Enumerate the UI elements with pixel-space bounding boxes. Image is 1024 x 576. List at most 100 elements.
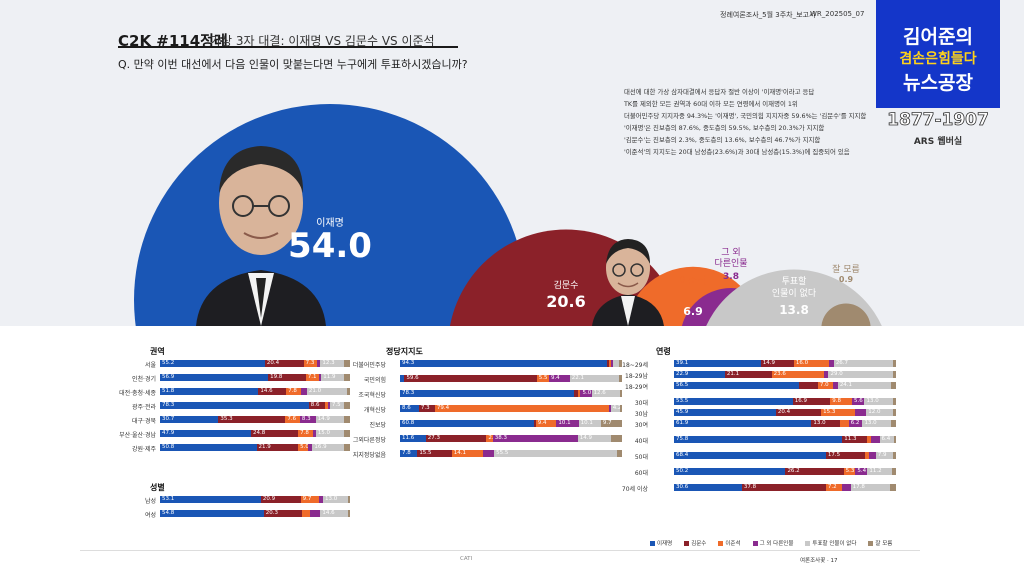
junseok-value: 6.9 [683, 305, 703, 318]
bar-segment [325, 402, 328, 409]
bar-segment: 11.3 [842, 436, 868, 443]
row-label: 70세 이상 [621, 486, 648, 493]
bar-segment: 5.6 [852, 398, 865, 405]
footer-center: CATI [460, 556, 473, 562]
stacked-bar: 75.8 11.3 6.4 [674, 436, 896, 443]
report-name: 정례여론조사_5월 3주차_보고서 [720, 11, 816, 19]
bar-segment: 7.3 [418, 405, 435, 412]
bar-segment: 14.9 [315, 416, 344, 423]
bar-segment [400, 375, 405, 382]
stacked-bar: 56.5 7.0 24.1 [674, 382, 896, 389]
bar-segment [833, 382, 838, 389]
stacked-bar: 61.9 13.0 6.2 13.0 [674, 420, 896, 427]
bar-segment: 26.2 [785, 468, 844, 475]
bar-segment [892, 468, 896, 475]
stacked-bar: 50.8 21.9 5.0 16.9 [160, 444, 350, 451]
bar-segment [319, 496, 323, 503]
bar-segment: 68.4 [674, 452, 826, 459]
bar-segment [300, 388, 307, 395]
bar-segment: 22.1 [569, 375, 619, 382]
row-label: 서울 [144, 362, 156, 369]
bar-segment [890, 484, 896, 491]
brand-line3: 뉴스공장 [903, 72, 973, 94]
bar-segment: 5.0 [580, 390, 592, 397]
bar-segment: 53.1 [160, 496, 261, 503]
bar-segment: 61.9 [674, 420, 812, 427]
row-label: 대전·충청·세종 [119, 390, 156, 397]
bar-segment: 14.1 [451, 450, 484, 457]
row-label: 30여 [634, 422, 648, 429]
bar-segment [824, 371, 829, 378]
none-label: 투표할 인물이 없다 [760, 276, 828, 300]
bar-segment: 26.7 [833, 360, 894, 367]
bar-segment: 60.8 [400, 420, 534, 427]
bar-segment: 24.8 [251, 430, 299, 437]
bar-segment: 38.3 [492, 435, 578, 442]
stacked-bar: 94.3 [400, 360, 622, 367]
gender-title: 성별 [150, 483, 165, 492]
row-label: 여성 [144, 512, 156, 519]
bar-segment [893, 452, 896, 459]
legend-item: 투표할 인물이 없다 [805, 539, 856, 547]
stacked-bar: 55.2 20.4 7.3 12.3 [160, 360, 350, 367]
bar-segment: 13.0 [811, 420, 841, 427]
bar-segment [618, 375, 622, 382]
report-code: WR_202505_07 [810, 10, 865, 18]
bar-segment: 14.6 [320, 510, 348, 517]
age-title: 연령 [656, 347, 671, 356]
lee-value: 54.0 [288, 226, 372, 266]
summary-line: '김문수'는 진보층의 2.3%, 중도층의 13.6%, 보수층의 46.7%… [624, 136, 821, 144]
none-label-line: 투표할 [781, 277, 807, 287]
bar-segment [610, 360, 613, 367]
row-label: 남성 [144, 498, 156, 505]
bar-segment [310, 510, 321, 517]
bar-segment [867, 436, 871, 443]
bar-segment: 75.8 [674, 436, 843, 443]
bar-segment: 37.8 [741, 484, 826, 491]
legend-item: 이준석 [718, 539, 741, 547]
bar-segment: 5.5 [536, 375, 549, 382]
bar-segment: 12.3 [320, 360, 344, 367]
bar-segment: 7.3 [303, 360, 318, 367]
bar-segment [344, 444, 350, 451]
bar-segment: 9.8 [830, 398, 853, 405]
stacked-bar: 30.7 35.3 7.6 8.3 14.9 [160, 416, 350, 423]
summary-line: 더불어민주당 지지자중 94.3%는 '이재명', 국민의힘 지지자중 59.6… [624, 112, 867, 120]
stacked-bar: 51.8 14.6 7.8 21.0 [160, 388, 350, 395]
bar-segment: 20.4 [775, 409, 822, 416]
bar-segment: 9.7 [300, 496, 319, 503]
survey-question: Q. 만약 이번 대선에서 다음 인물이 맞붙는다면 누구에게 투표하시겠습니까… [118, 58, 468, 71]
bar-segment: 7.9 [875, 452, 894, 459]
bar-segment [891, 382, 896, 389]
bar-segment: 47.9 [160, 430, 251, 437]
row-label: 18-29남 [625, 373, 648, 380]
bar-segment [578, 390, 581, 397]
bar-segment: 15.3 [821, 409, 856, 416]
bar-segment: 20.3 [263, 510, 303, 517]
legend: 이재명 김문수 이준석 그 외 다른인물 투표할 인물이 없다 잘 모름 [650, 539, 892, 547]
bar-segment: 15.5 [417, 450, 452, 457]
bar-segment [346, 388, 350, 395]
bar-segment: 50.8 [160, 444, 257, 451]
kim-label: 김문수 [553, 281, 579, 291]
summary-line: 대선에 대한 가상 삼자대결에서 응답자 절반 이상이 '이재명'이라고 응답 [624, 88, 815, 96]
bar-segment: 39.1 [674, 360, 761, 367]
row-label: 30남 [634, 411, 648, 418]
brand-ars: ARS 웹버실 [913, 137, 963, 147]
bar-segment: 7.8 [298, 430, 313, 437]
row-label: 진보당 [369, 422, 386, 429]
bar-segment: 9.4 [535, 420, 557, 427]
row-label: 40대 [634, 438, 648, 445]
legend-swatch [805, 541, 811, 546]
dk-value: 0.9 [838, 275, 854, 284]
bar-segment [317, 360, 321, 367]
brand-line2: 겸손은힘들다 [899, 51, 977, 67]
bar-segment [347, 496, 350, 503]
bar-segment [344, 402, 350, 409]
bar-segment: 21.0 [306, 388, 347, 395]
legend-swatch [718, 541, 724, 546]
bar-segment: 5.0 [298, 444, 309, 451]
bar-segment: 12.0 [866, 409, 893, 416]
stacked-bar: 53.1 20.9 9.7 13.0 [160, 496, 350, 503]
bar-segment [343, 374, 350, 381]
